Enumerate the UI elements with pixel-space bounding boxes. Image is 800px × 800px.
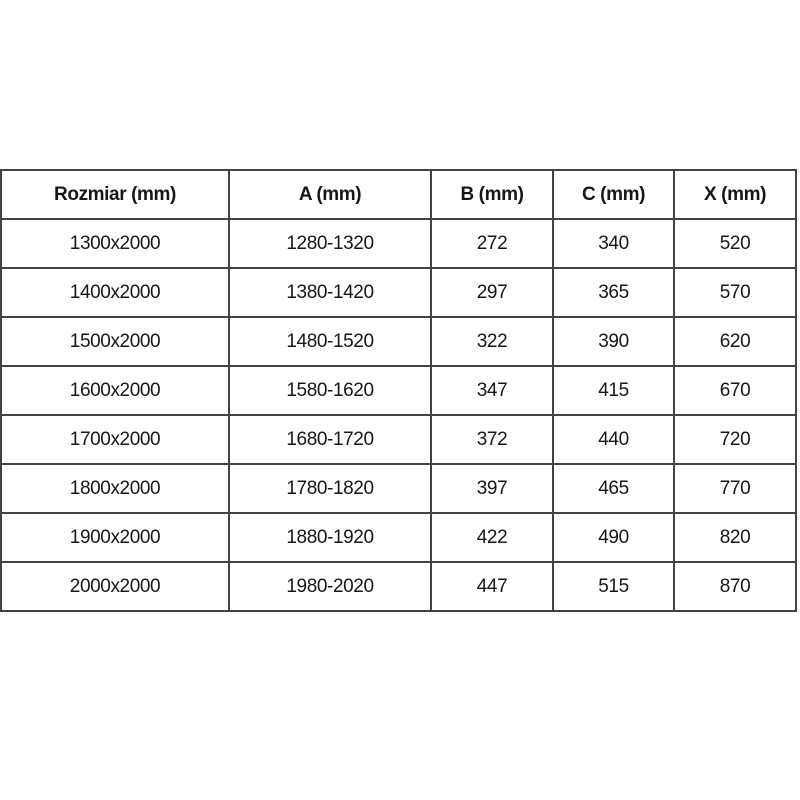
table-cell: 570 bbox=[673, 267, 797, 318]
table-row: 1800x2000 1780-1820 397 465 770 bbox=[0, 463, 797, 514]
table-cell: 870 bbox=[673, 561, 797, 612]
table-cell: 720 bbox=[673, 414, 797, 465]
table-cell: 520 bbox=[673, 218, 797, 269]
table-cell: 1680-1720 bbox=[228, 414, 432, 465]
table-cell: 390 bbox=[552, 316, 675, 367]
table-cell: 1580-1620 bbox=[228, 365, 432, 416]
table-cell: 1900x2000 bbox=[0, 512, 230, 563]
table-row: 1500x2000 1480-1520 322 390 620 bbox=[0, 316, 797, 367]
table-cell: 422 bbox=[430, 512, 554, 563]
header-cell: C (mm) bbox=[552, 169, 675, 220]
table-cell: 340 bbox=[552, 218, 675, 269]
table-row: 1900x2000 1880-1920 422 490 820 bbox=[0, 512, 797, 563]
table-cell: 1700x2000 bbox=[0, 414, 230, 465]
header-cell: Rozmiar (mm) bbox=[0, 169, 230, 220]
table-cell: 415 bbox=[552, 365, 675, 416]
table-row: 2000x2000 1980-2020 447 515 870 bbox=[0, 561, 797, 612]
table-cell: 397 bbox=[430, 463, 554, 514]
size-spec-table: Rozmiar (mm) A (mm) B (mm) C (mm) X (mm) 130… bbox=[0, 169, 797, 612]
table-cell: 372 bbox=[430, 414, 554, 465]
table-cell: 272 bbox=[430, 218, 554, 269]
table-cell: 347 bbox=[430, 365, 554, 416]
table-cell: 1280-1320 bbox=[228, 218, 432, 269]
table-body: 1300x2000 1280-1320 272 340 520 1400x2000 1380… bbox=[0, 218, 797, 612]
table-cell: 1880-1920 bbox=[228, 512, 432, 563]
table-cell: 670 bbox=[673, 365, 797, 416]
table-header: Rozmiar (mm) A (mm) B (mm) C (mm) X (mm) bbox=[0, 169, 797, 220]
header-row: Rozmiar (mm) A (mm) B (mm) C (mm) X (mm) bbox=[0, 169, 797, 220]
table-cell: 465 bbox=[552, 463, 675, 514]
table-cell: 1500x2000 bbox=[0, 316, 230, 367]
table-cell: 297 bbox=[430, 267, 554, 318]
table-cell: 447 bbox=[430, 561, 554, 612]
table-cell: 620 bbox=[673, 316, 797, 367]
table-cell: 1480-1520 bbox=[228, 316, 432, 367]
table-cell: 1400x2000 bbox=[0, 267, 230, 318]
table-cell: 1380-1420 bbox=[228, 267, 432, 318]
table-cell: 1980-2020 bbox=[228, 561, 432, 612]
table-cell: 515 bbox=[552, 561, 675, 612]
table-cell: 440 bbox=[552, 414, 675, 465]
table-cell: 365 bbox=[552, 267, 675, 318]
table-cell: 1300x2000 bbox=[0, 218, 230, 269]
table-cell: 2000x2000 bbox=[0, 561, 230, 612]
header-cell: X (mm) bbox=[673, 169, 797, 220]
table-cell: 1800x2000 bbox=[0, 463, 230, 514]
table-cell: 820 bbox=[673, 512, 797, 563]
table-cell: 1780-1820 bbox=[228, 463, 432, 514]
table-cell: 490 bbox=[552, 512, 675, 563]
table-cell: 322 bbox=[430, 316, 554, 367]
header-cell: A (mm) bbox=[228, 169, 432, 220]
table-row: 1700x2000 1680-1720 372 440 720 bbox=[0, 414, 797, 465]
table-row: 1400x2000 1380-1420 297 365 570 bbox=[0, 267, 797, 318]
table-cell: 770 bbox=[673, 463, 797, 514]
header-cell: B (mm) bbox=[430, 169, 554, 220]
table-row: 1300x2000 1280-1320 272 340 520 bbox=[0, 218, 797, 269]
table-cell: 1600x2000 bbox=[0, 365, 230, 416]
table-row: 1600x2000 1580-1620 347 415 670 bbox=[0, 365, 797, 416]
